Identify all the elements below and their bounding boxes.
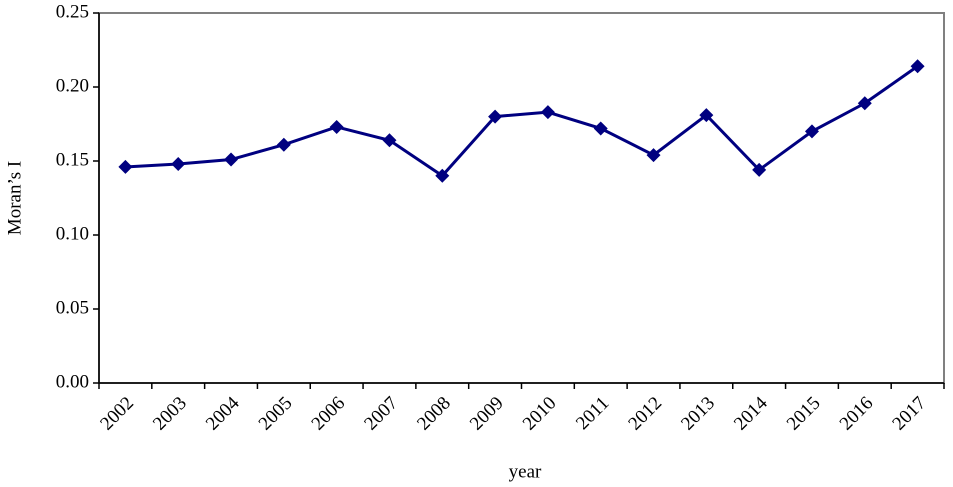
y-axis-label: Moran’s I bbox=[4, 161, 25, 235]
x-tick-label: 2014 bbox=[730, 392, 772, 434]
data-point bbox=[752, 162, 767, 177]
x-tick-label: 2005 bbox=[255, 393, 297, 435]
x-tick-label: 2016 bbox=[836, 393, 878, 435]
x-tick-label: 2015 bbox=[783, 393, 825, 435]
data-point bbox=[910, 59, 925, 74]
y-tick-label: 0.10 bbox=[56, 223, 89, 244]
x-tick-label: 2007 bbox=[360, 393, 402, 435]
x-tick-label: 2004 bbox=[202, 392, 244, 434]
x-tick-label: 2003 bbox=[149, 393, 191, 435]
data-point bbox=[488, 109, 503, 124]
data-point bbox=[224, 152, 239, 167]
y-tick-label: 0.00 bbox=[56, 371, 89, 392]
data-point bbox=[593, 121, 608, 136]
data-point bbox=[329, 119, 344, 134]
y-tick-label: 0.20 bbox=[56, 75, 89, 96]
x-tick-label: 2011 bbox=[572, 393, 613, 434]
data-point bbox=[540, 105, 555, 120]
y-tick-label: 0.15 bbox=[56, 149, 89, 170]
data-point bbox=[276, 137, 291, 152]
x-tick-label: 2012 bbox=[624, 393, 666, 435]
x-tick-label: 2006 bbox=[308, 393, 350, 435]
data-point bbox=[699, 108, 714, 123]
data-point bbox=[118, 159, 133, 174]
data-point bbox=[435, 168, 450, 183]
data-point bbox=[857, 96, 872, 111]
plot-frame bbox=[98, 12, 945, 384]
data-point bbox=[382, 133, 397, 148]
data-line bbox=[125, 65, 919, 178]
x-axis-label: year bbox=[509, 461, 542, 482]
data-point bbox=[171, 156, 186, 171]
x-tick-label: 2010 bbox=[519, 393, 561, 435]
y-tick-label: 0.25 bbox=[56, 1, 89, 22]
x-tick-label: 2009 bbox=[466, 393, 508, 435]
x-tick-label: 2008 bbox=[413, 393, 455, 435]
x-tick-label: 2017 bbox=[888, 393, 930, 435]
data-point bbox=[804, 124, 819, 139]
x-tick-label: 2013 bbox=[677, 393, 719, 435]
data-point bbox=[646, 148, 661, 163]
y-tick-label: 0.05 bbox=[56, 297, 89, 318]
x-tick-label: 2002 bbox=[96, 393, 138, 435]
